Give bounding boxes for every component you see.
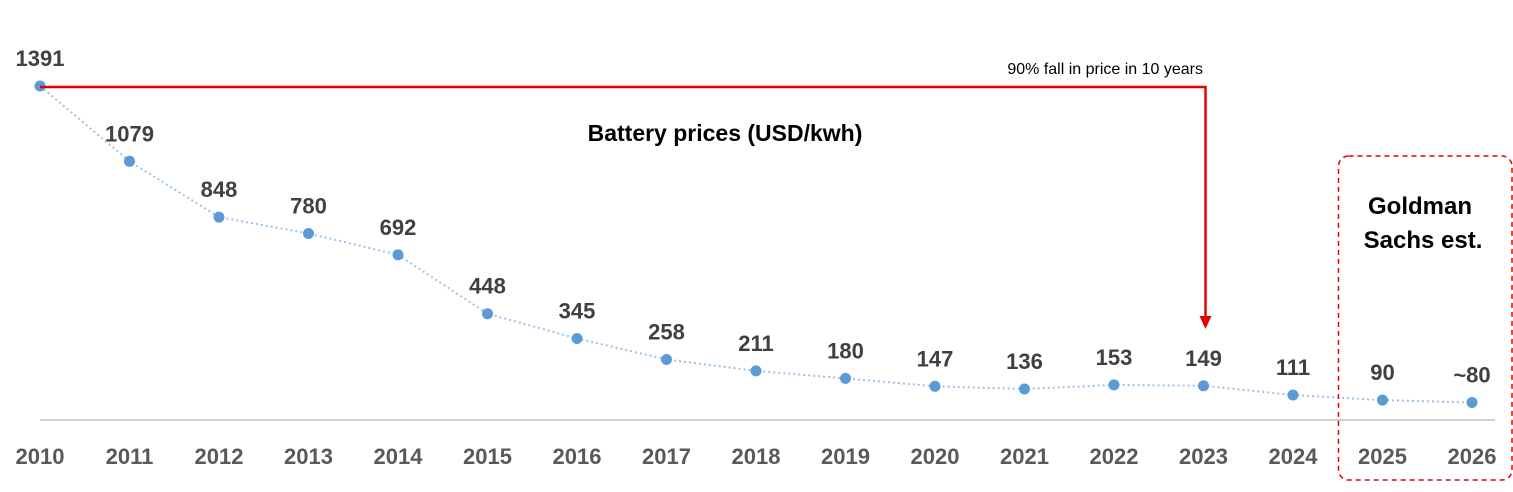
data-label-2014: 692 <box>380 215 417 240</box>
x-tick-labels: 2010 2011 2012 2013 2014 2015 2016 2017 2018 2019… <box>16 444 1497 469</box>
estimate-box <box>1337 155 1513 481</box>
x-tick-2018: 2018 <box>732 444 781 469</box>
data-point-2023 <box>1198 380 1209 392</box>
data-label-2016: 345 <box>559 299 596 324</box>
data-label-2021: 136 <box>1006 349 1043 374</box>
data-point-2013 <box>303 228 314 239</box>
data-point-2020 <box>929 380 941 392</box>
data-point-2018 <box>750 365 762 377</box>
chart-title: Battery prices (USD/kwh) <box>588 120 863 146</box>
data-label-2026: ~80 <box>1453 363 1490 388</box>
estimate-label-line1: Goldman <box>1368 193 1472 220</box>
estimate-label-line2: Sachs est. <box>1364 227 1483 254</box>
data-label-2024: 111 <box>1276 355 1310 380</box>
data-point-2026 <box>1466 397 1478 408</box>
data-point-2011 <box>124 155 135 167</box>
x-tick-2011: 2011 <box>106 444 154 469</box>
price-fall-arrow-head <box>1199 316 1212 329</box>
data-point-2017 <box>661 354 672 365</box>
x-tick-2019: 2019 <box>821 444 870 469</box>
x-tick-2013: 2013 <box>284 444 333 469</box>
x-tick-2015: 2015 <box>463 444 512 469</box>
data-point-2016 <box>571 333 583 344</box>
data-label-2025: 90 <box>1370 360 1394 385</box>
x-tick-2022: 2022 <box>1090 444 1139 469</box>
x-tick-2023: 2023 <box>1179 444 1228 469</box>
data-labels: 1391 1079 848 780 692 448 345 258 211 180 147 136 15… <box>16 46 1491 388</box>
price-fall-arrow-line <box>40 85 1207 318</box>
data-point-2024 <box>1287 389 1299 401</box>
data-label-2023: 149 <box>1185 346 1222 371</box>
data-label-2022: 153 <box>1096 345 1133 370</box>
x-tick-2024: 2024 <box>1269 444 1319 469</box>
data-point-2022 <box>1108 379 1120 391</box>
x-tick-2010: 2010 <box>16 444 65 469</box>
data-label-2018: 211 <box>738 331 774 356</box>
data-label-2013: 780 <box>290 194 327 219</box>
data-point-2015 <box>482 308 493 320</box>
data-label-2012: 848 <box>201 177 238 202</box>
data-point-2025 <box>1377 394 1388 406</box>
data-point-2021 <box>1019 383 1030 395</box>
data-label-2019: 180 <box>827 338 864 363</box>
x-tick-2014: 2014 <box>374 444 424 469</box>
x-tick-2017: 2017 <box>642 444 691 469</box>
data-label-2017: 258 <box>648 320 685 345</box>
x-tick-2016: 2016 <box>553 444 602 469</box>
x-tick-2026: 2026 <box>1448 444 1497 469</box>
data-points <box>34 80 1478 408</box>
series-line <box>39 85 1473 404</box>
x-tick-2020: 2020 <box>911 444 960 469</box>
price-fall-annotation: 90% fall in price in 10 years <box>1007 61 1203 78</box>
x-tick-2025: 2025 <box>1358 444 1407 469</box>
data-point-2014 <box>392 249 404 261</box>
data-point-2012 <box>213 211 225 223</box>
x-tick-2021: 2021 <box>1000 444 1049 469</box>
data-point-2019 <box>840 372 851 384</box>
data-label-2015: 448 <box>469 274 506 299</box>
data-label-2010: 1391 <box>16 46 65 71</box>
x-tick-2012: 2012 <box>195 444 244 469</box>
data-label-2011: 1079 <box>105 121 154 146</box>
data-label-2020: 147 <box>917 346 954 371</box>
